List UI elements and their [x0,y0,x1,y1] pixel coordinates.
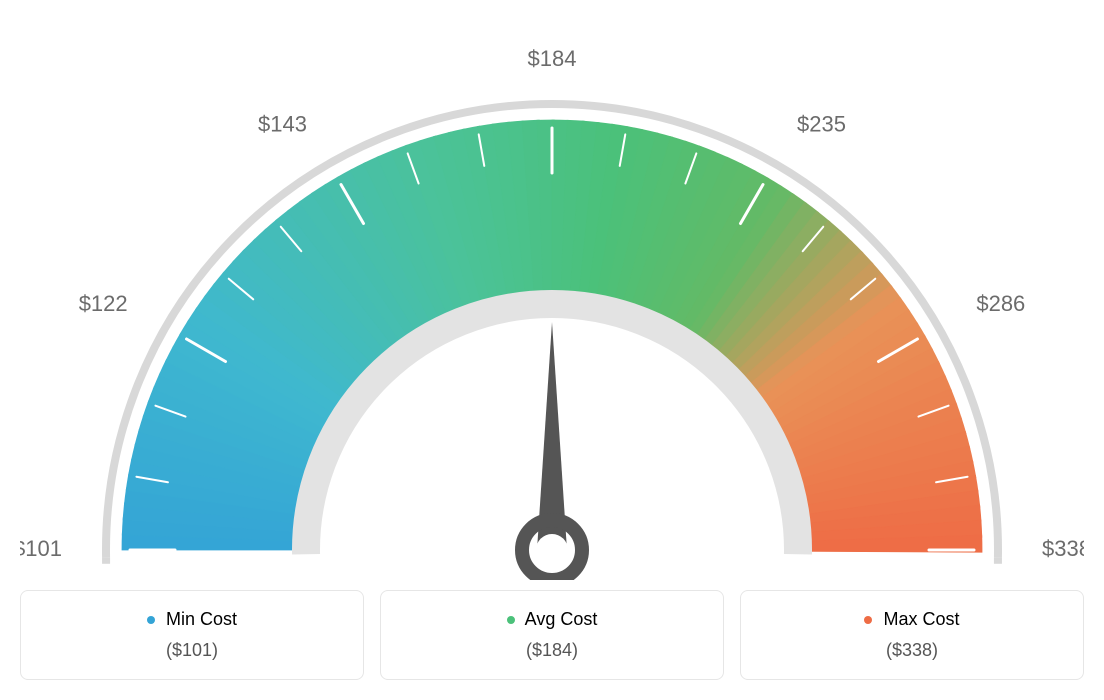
legend-min-text: Min Cost [166,609,237,629]
legend-min-label: Min Cost [41,609,343,630]
svg-text:$338: $338 [1042,536,1084,561]
legend-avg-text: Avg Cost [525,609,598,629]
legend-avg-value: ($184) [401,640,703,661]
legend-max-dot [864,616,872,624]
legend-min: Min Cost ($101) [20,590,364,680]
svg-text:$101: $101 [20,536,62,561]
svg-text:$286: $286 [976,291,1025,316]
svg-text:$122: $122 [79,291,128,316]
legend-min-value: ($101) [41,640,343,661]
svg-text:$235: $235 [797,111,846,136]
svg-text:$184: $184 [528,46,577,71]
legend-min-dot [147,616,155,624]
legend-max-label: Max Cost [761,609,1063,630]
legend-max: Max Cost ($338) [740,590,1084,680]
legend-max-value: ($338) [761,640,1063,661]
legend-avg-label: Avg Cost [401,609,703,630]
cost-gauge-widget: $101 $122 $143 $184 $235 $286 $338 Min Cost ($… [20,20,1084,680]
svg-text:$143: $143 [258,111,307,136]
gauge-chart: $101 $122 $143 $184 $235 $286 $338 [20,20,1084,580]
legend-max-text: Max Cost [883,609,959,629]
legend-avg-dot [507,616,515,624]
legend-avg: Avg Cost ($184) [380,590,724,680]
gauge-svg: $101 $122 $143 $184 $235 $286 $338 [20,20,1084,580]
legend: Min Cost ($101) Avg Cost ($184) Max Cost… [20,590,1084,680]
